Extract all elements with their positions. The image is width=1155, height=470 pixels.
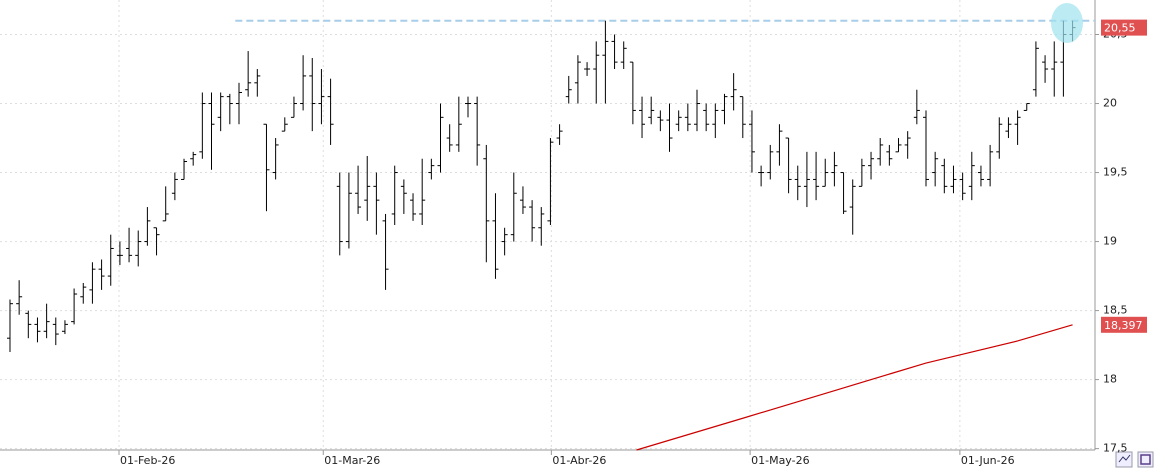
y-tick-label: 20: [1103, 97, 1117, 110]
y-tick-label: 19,5: [1103, 166, 1128, 179]
y-tick-label: 17,5: [1103, 442, 1128, 455]
y-tick-label: 19: [1103, 235, 1117, 248]
x-tick-label: 01-Mar-26: [324, 454, 380, 467]
x-tick-label: 01-May-26: [751, 454, 809, 467]
x-tick-label: 01-Abr-26: [552, 454, 606, 467]
button-icon: [1118, 454, 1131, 463]
x-tick-label: 01-Feb-26: [120, 454, 175, 467]
value-label-box: [1101, 316, 1147, 333]
value-label: 20,55: [1104, 22, 1136, 35]
y-tick-label: 18,5: [1103, 304, 1128, 317]
x-tick-label: 01-Jun-26: [961, 454, 1015, 467]
save-icon: [1140, 454, 1151, 465]
moving-average: [636, 324, 1073, 451]
plot-area: [0, 0, 1095, 451]
value-label: 18,397: [1104, 319, 1143, 332]
highlight: [1051, 3, 1083, 43]
y-tick-label: 18: [1103, 373, 1117, 386]
button[interactable]: [1115, 451, 1133, 468]
value-label-box: [1101, 19, 1147, 36]
